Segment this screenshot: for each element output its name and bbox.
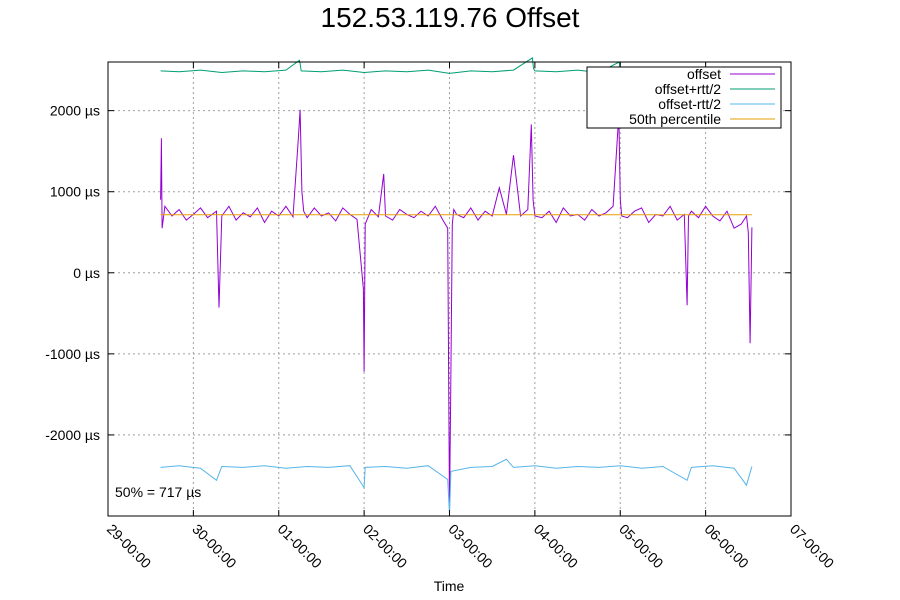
x-tick-label: 07-00:00 xyxy=(787,521,838,572)
legend-box xyxy=(586,66,782,129)
x-tick-label: 04-00:00 xyxy=(531,521,582,572)
legend-label: offset-rtt/2 xyxy=(658,96,721,112)
y-tick-label: -2000 µs xyxy=(45,427,100,443)
x-tick-label: 05-00:00 xyxy=(616,521,667,572)
legend-label: offset xyxy=(687,66,721,82)
x-tick-label: 06-00:00 xyxy=(702,521,753,572)
chart-title: 152.53.119.76 Offset xyxy=(321,2,580,33)
legend-label: 50th percentile xyxy=(629,111,721,127)
y-tick-label: 0 µs xyxy=(73,265,100,281)
x-axis-title: Time xyxy=(434,578,465,594)
series-layer xyxy=(160,57,753,515)
legend-label: offset+rtt/2 xyxy=(655,81,721,97)
x-tick-label: 02-00:00 xyxy=(360,521,411,572)
x-tick-label: 30-00:00 xyxy=(189,521,240,572)
series-line-0 xyxy=(160,109,753,508)
x-tick-label: 29-00:00 xyxy=(104,521,155,572)
x-tick-label: 03-00:00 xyxy=(445,521,496,572)
y-tick-label: -1000 µs xyxy=(45,346,100,362)
grid-layer xyxy=(108,62,791,516)
median-annotation: 50% = 717 µs xyxy=(115,484,201,500)
y-tick-label: 1000 µs xyxy=(50,184,100,200)
series-line-2 xyxy=(160,458,753,515)
y-tick-label: 2000 µs xyxy=(50,103,100,119)
x-tick-label: 01-00:00 xyxy=(275,521,326,572)
